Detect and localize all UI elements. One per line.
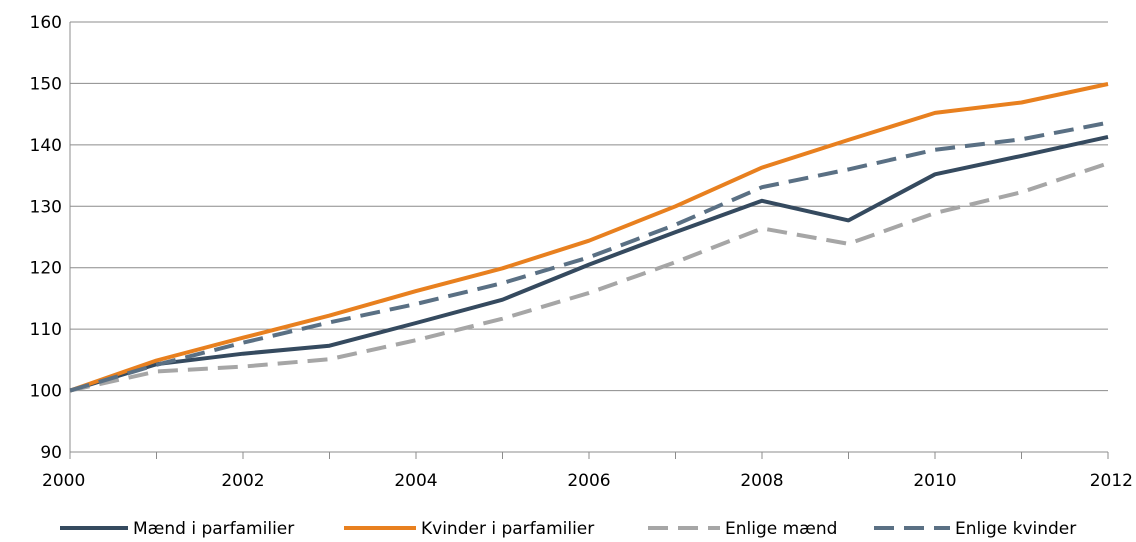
x-axis-tick-labels: 2000 2002 2004 2006 2008 2010 2012 <box>42 471 1133 491</box>
legend: Mænd i parfamilier Kvinder i parfamilier E… <box>60 519 1076 539</box>
legend-label: Enlige kvinder <box>955 519 1076 539</box>
x-tick-label: 2012 <box>1090 471 1133 491</box>
x-tick-label: 2010 <box>913 471 956 491</box>
legend-item: Enlige kvinder <box>874 519 1076 539</box>
y-tick-label: 120 <box>30 259 62 279</box>
legend-item: Enlige mænd <box>648 519 837 539</box>
y-tick-label: 100 <box>30 382 62 402</box>
y-tick-label: 140 <box>30 136 62 156</box>
y-tick-label: 150 <box>30 74 62 94</box>
grid-lines <box>70 21 1108 453</box>
series-line-2 <box>69 161 1109 393</box>
x-tick-label: 2008 <box>740 471 783 491</box>
legend-item: Mænd i parfamilier <box>60 519 294 539</box>
x-tick-label: 2004 <box>394 471 437 491</box>
y-tick-label: 90 <box>40 443 62 463</box>
y-axis-tick-labels: 90 100 110 120 130 140 150 160 <box>30 13 62 463</box>
y-tick-label: 130 <box>30 197 62 217</box>
legend-label: Kvinder i parfamilier <box>421 519 594 539</box>
x-tick-label: 2006 <box>567 471 610 491</box>
series-line-1 <box>69 82 1109 393</box>
series-line-3 <box>69 120 1109 393</box>
series-line-0 <box>69 134 1109 393</box>
x-tick-label: 2002 <box>221 471 264 491</box>
legend-label: Enlige mænd <box>725 519 837 539</box>
y-tick-label: 110 <box>30 320 62 340</box>
y-tick-label: 160 <box>30 13 62 33</box>
legend-item: Kvinder i parfamilier <box>344 519 594 539</box>
legend-label: Mænd i parfamilier <box>133 519 294 539</box>
x-tick-label: 2000 <box>42 471 85 491</box>
series-lines <box>69 82 1109 393</box>
x-axis <box>69 22 1109 459</box>
